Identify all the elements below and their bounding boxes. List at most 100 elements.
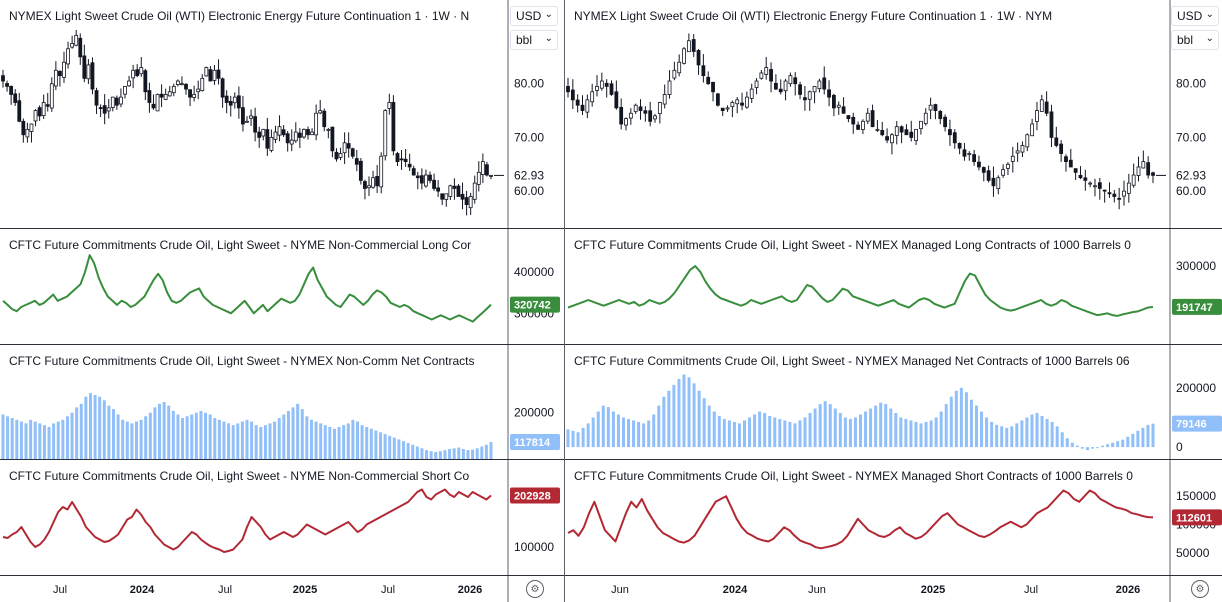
candle-body [472,182,477,200]
net-bar [949,396,953,448]
gear-icon[interactable]: ⚙ [1191,580,1209,598]
subchart-title: CFTC Future Commitments Crude Oil, Light… [9,469,469,483]
net-bar [153,407,157,459]
candle-body [672,69,677,79]
candle-body [415,175,420,179]
candle-body [880,130,885,136]
gear-icon[interactable]: ⚙ [526,580,544,598]
series-line-long [2,254,492,323]
net-bar [406,442,410,459]
net-bar [365,426,369,459]
candle-body [90,62,95,90]
y-tick-label: 70.00 [1176,130,1206,144]
net-bar [682,374,686,448]
net-bar [107,405,111,459]
net-bar [581,427,585,448]
net-bar [263,425,267,459]
net-bar [748,417,752,448]
candle-body [322,110,327,128]
candle-body [1059,143,1064,154]
net-bar [158,403,162,459]
pane-divider[interactable] [564,0,565,602]
candle-body [436,187,441,192]
candle-body [803,97,807,101]
candle-body [212,69,217,81]
net-bar [1005,427,1009,448]
candle-body [277,126,282,136]
net-bar [98,396,102,459]
series-line-short [567,489,1154,550]
net-bar [383,434,387,459]
net-bar [190,414,194,459]
net-bar [571,430,575,448]
net-bar [434,451,438,459]
unit-select[interactable]: bbl ⌄ [1171,30,1219,50]
net-bar [1131,433,1135,448]
candle-body [334,151,339,160]
candle-body [45,104,50,107]
candle-body [297,132,302,138]
candle-body [9,85,14,95]
left-chart-pane[interactable]: NYMEX Light Sweet Crude Oil (WTI) Electr… [0,0,564,602]
net-bar [874,405,878,448]
candle-body [119,96,123,105]
left-chart-canvas[interactable]: NYMEX Light Sweet Crude Oil (WTI) Electr… [0,0,564,602]
net-bar [758,411,762,448]
candle-body [261,128,266,137]
net-bar [954,390,958,448]
candle-body [468,196,473,209]
net-bar [1136,430,1140,448]
candle-body [783,80,788,92]
unit-select[interactable]: bbl ⌄ [510,30,558,50]
last-price-label: 62.93 [514,168,544,182]
net-bar [277,418,281,459]
right-chart-pane[interactable]: NYMEX Light Sweet Crude Oil (WTI) Electr… [565,0,1222,602]
candle-body [904,129,909,136]
candle-body [1035,110,1039,122]
net-bar [697,390,701,448]
candle-body [387,102,392,109]
net-bar [65,416,69,459]
candle-body [94,90,99,106]
candle-body [127,80,131,87]
net-bar [194,412,198,459]
candle-body [1049,111,1054,138]
x-tick-label: Jul [53,584,67,596]
candle-body [25,128,30,138]
candle-body [204,67,209,77]
y-tick-label: 70.00 [514,130,544,144]
candle-body [667,80,672,95]
net-bar [240,421,244,459]
candle-body [619,106,624,125]
net-bar [250,421,254,459]
net-bar [773,417,777,448]
last-value-box [510,487,560,504]
candle-body [773,82,778,90]
net-bar [273,421,277,459]
net-bar [798,420,802,448]
candle-body [885,136,889,141]
y-tick-label: 0 [1176,440,1183,454]
candle-body [1006,163,1010,169]
net-bar [171,410,175,459]
currency-select[interactable]: USD ⌄ [510,6,558,26]
candle-body [570,89,575,101]
right-chart-canvas[interactable]: NYMEX Light Sweet Crude Oil (WTI) Electr… [565,0,1222,602]
net-bar [1101,445,1105,448]
net-bar [448,449,452,459]
x-tick-label: 2026 [1116,584,1140,596]
net-bar [864,411,868,448]
net-bar [245,419,249,459]
candle-body [691,39,696,52]
candle-body [1107,192,1112,195]
subchart-price [566,33,1155,210]
chevron-down-icon: ⌄ [1205,33,1214,44]
series-line-long [567,265,1154,317]
currency-select[interactable]: USD ⌄ [1171,6,1219,26]
net-bar [652,414,656,448]
net-bar [1000,426,1004,448]
net-bar [783,420,787,448]
candle-body [86,64,91,80]
candle-body [41,102,46,117]
net-bar [1030,414,1034,448]
